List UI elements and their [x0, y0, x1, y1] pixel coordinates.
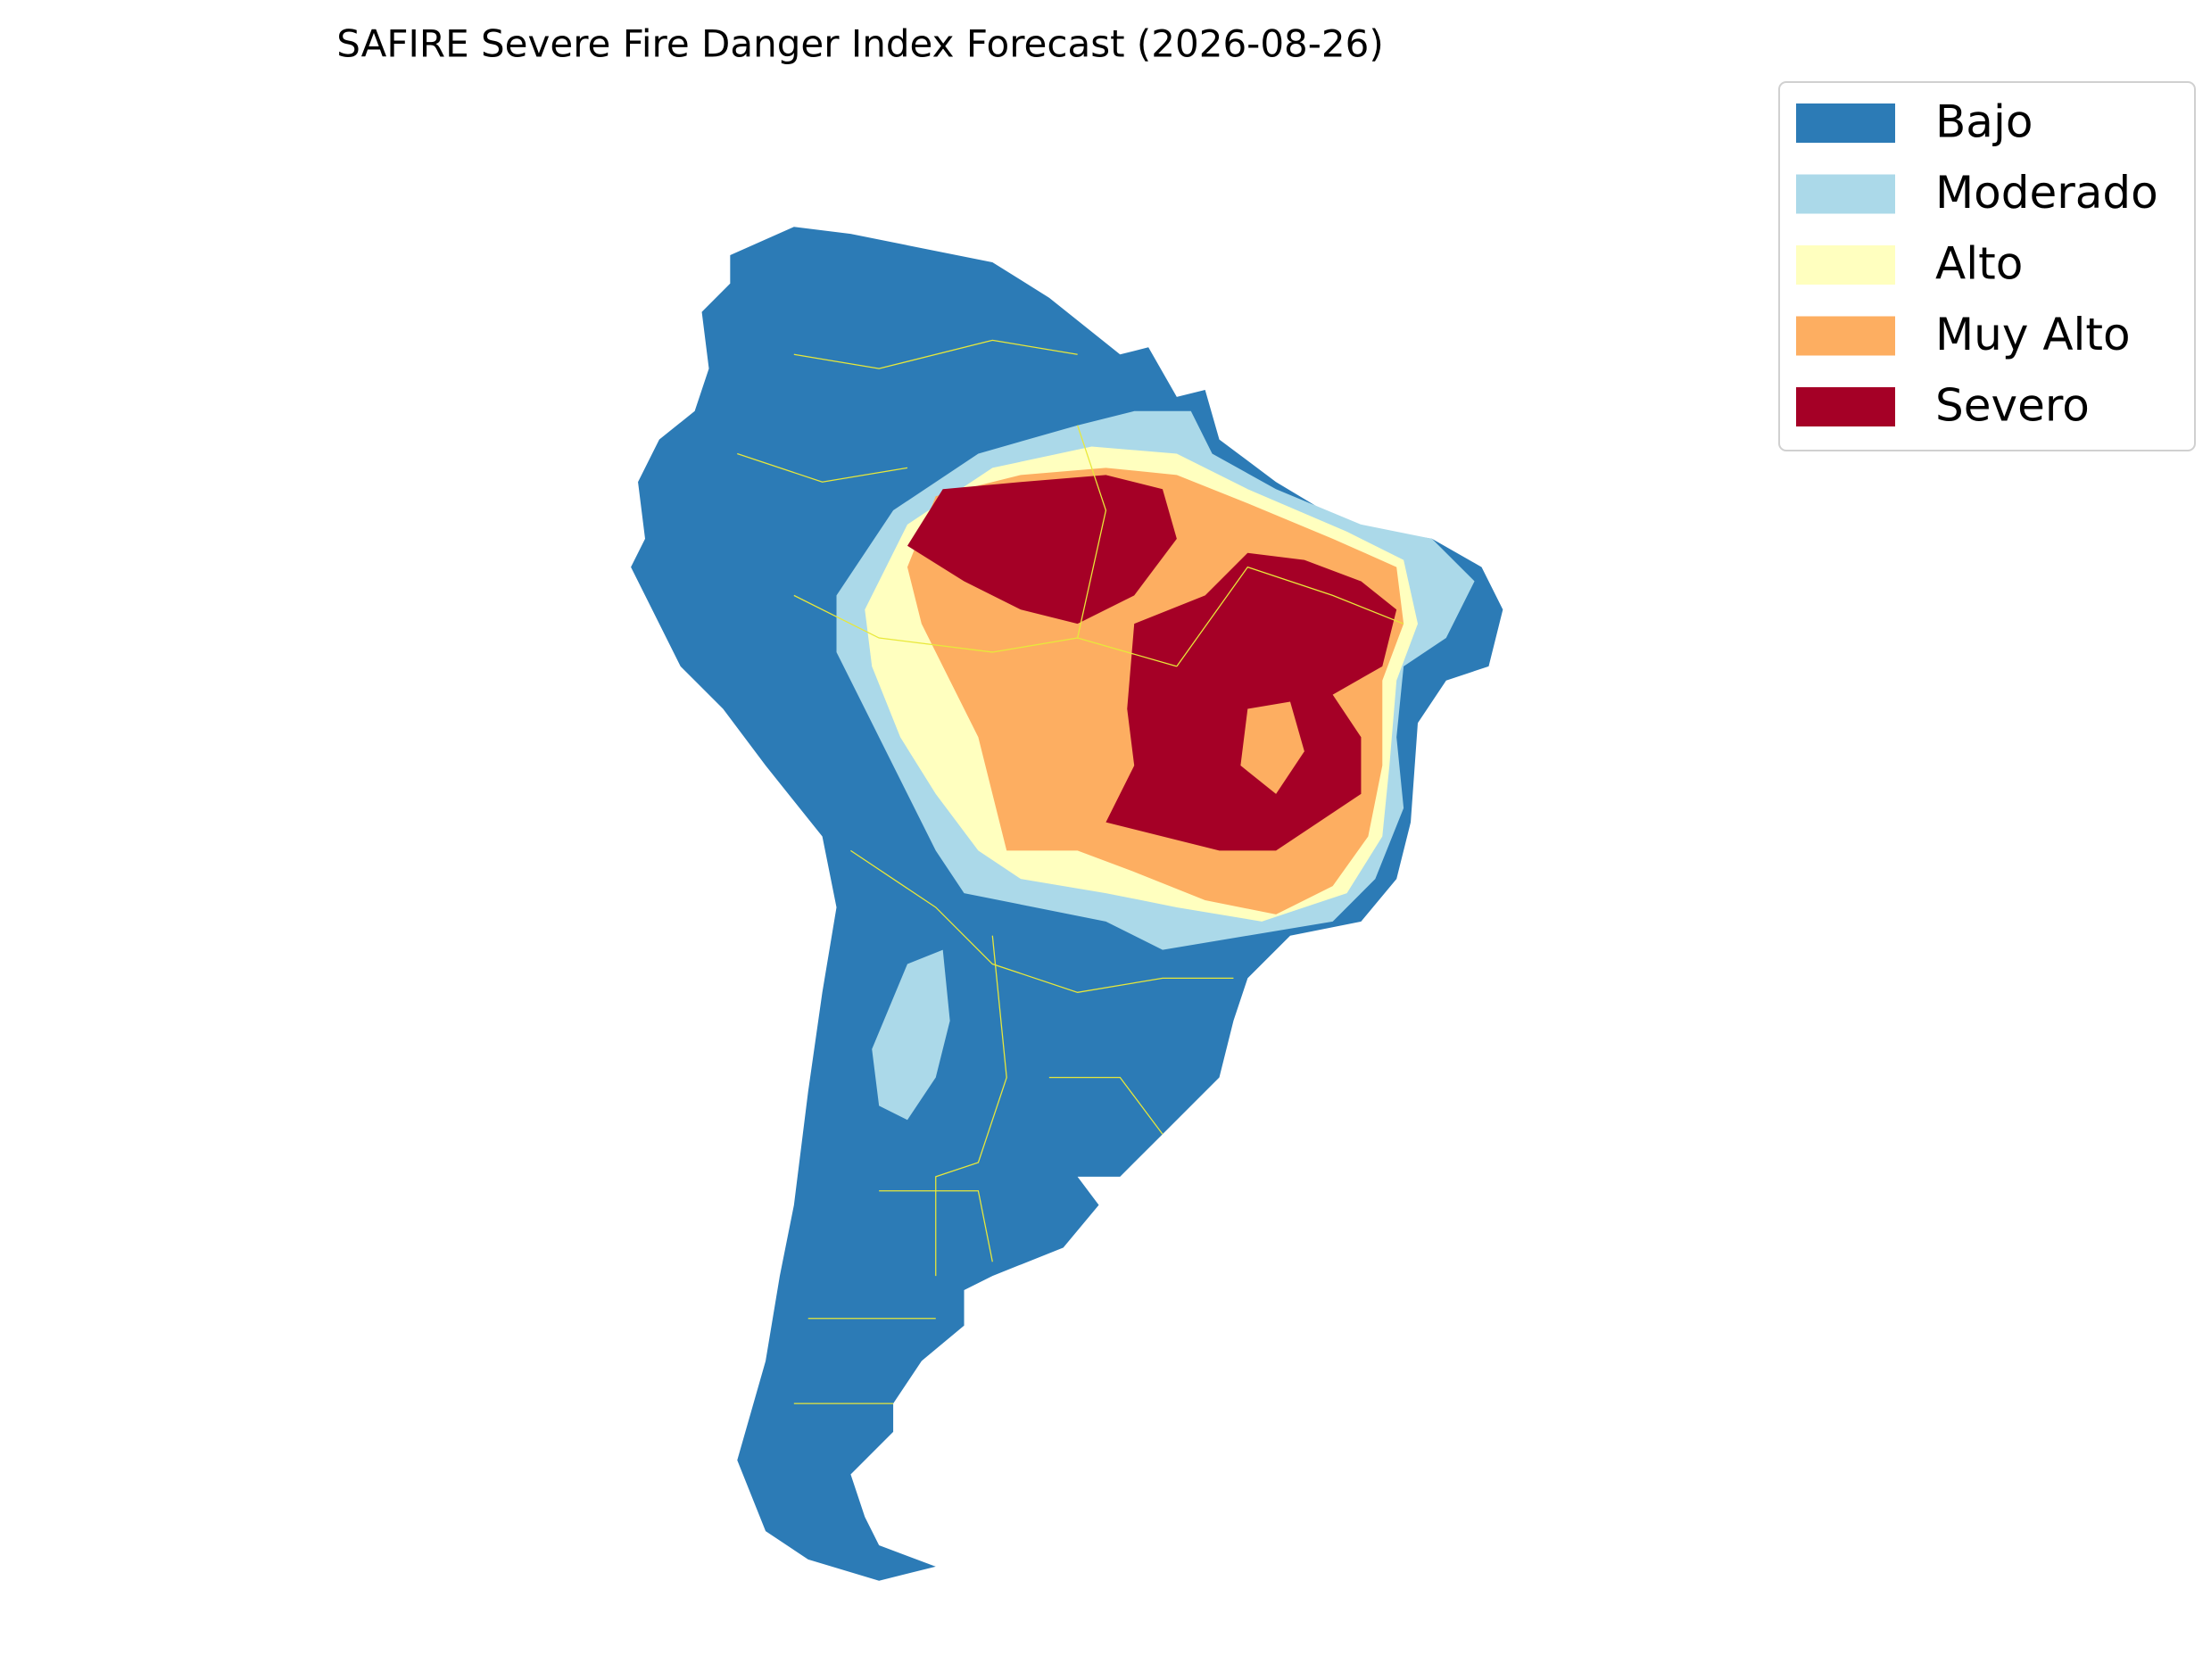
- legend-box: [1778, 81, 2196, 451]
- legend-label: Severo: [1935, 380, 2090, 432]
- legend-label: Alto: [1935, 238, 2023, 290]
- borders: [737, 339, 1404, 1404]
- legend-label: Moderado: [1935, 167, 2158, 219]
- legend-swatch: [1796, 103, 1895, 143]
- region-moderado: [872, 949, 950, 1121]
- region-muy-alto: [1240, 701, 1304, 794]
- legend-swatch: [1796, 316, 1895, 356]
- map-title: SAFIRE Severe Fire Danger Index Forecast…: [336, 22, 1384, 66]
- legend: Bajo Moderado Alto Muy Alto Severo: [1796, 96, 2158, 432]
- region-severo: [1106, 552, 1397, 851]
- region-severo: [907, 475, 1177, 625]
- legend-swatch: [1796, 174, 1895, 214]
- map: [631, 227, 1503, 1581]
- legend-swatch: [1796, 245, 1895, 285]
- legend-label: Muy Alto: [1935, 309, 2131, 360]
- legend-label: Bajo: [1935, 96, 2033, 148]
- legend-swatch: [1796, 387, 1895, 426]
